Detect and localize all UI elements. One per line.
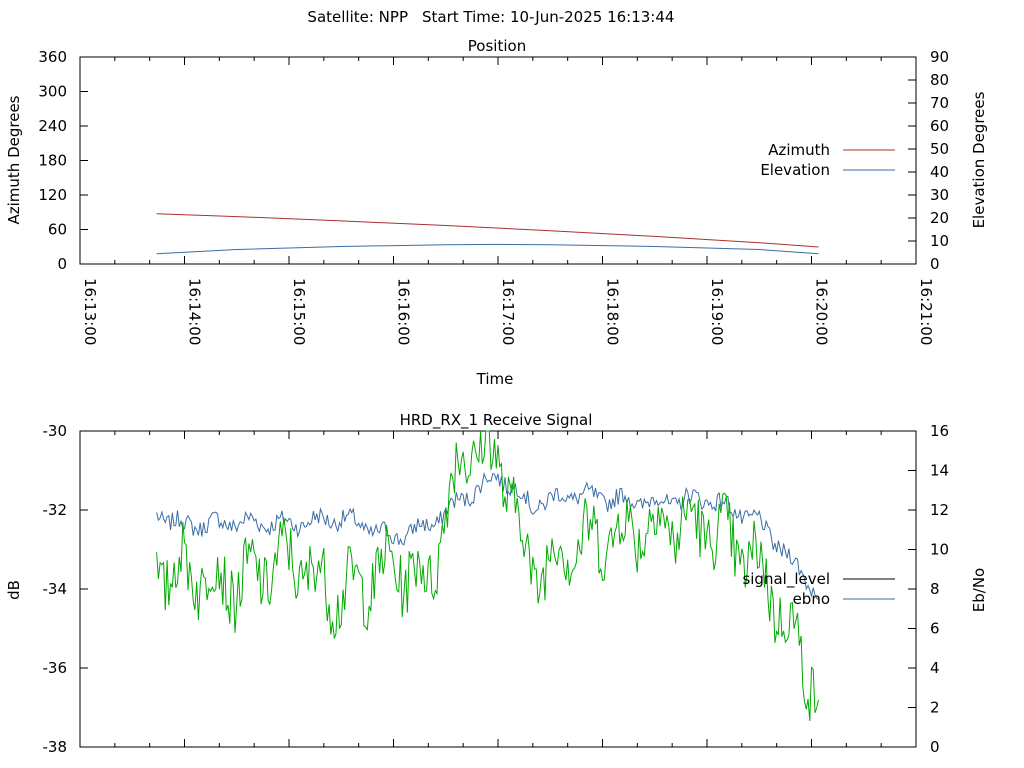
x-tick-label: 16:19:00 — [708, 278, 726, 345]
y2-tick-label: 70 — [930, 94, 949, 112]
signal-x-axis — [79, 431, 917, 747]
y2-tick-label: 90 — [930, 48, 949, 66]
y2-tick-label: 0 — [930, 255, 940, 273]
signal-level-line — [156, 430, 819, 721]
x-tick-label: 16:16:00 — [395, 278, 413, 345]
position-y2-label: Elevation Degrees — [970, 91, 988, 228]
y-tick-label: 0 — [57, 255, 67, 273]
y-tick-label: 120 — [38, 186, 67, 204]
signal-chart: HRD_RX_1 Receive Signal -30-32-34-36-38 … — [5, 411, 988, 756]
start-time-label: Start Time: 10-Jun-2025 16:13:44 — [422, 8, 674, 26]
y2-tick-label: 10 — [930, 232, 949, 250]
y2-tick-label: 80 — [930, 71, 949, 89]
y2-tick-label: 4 — [930, 659, 940, 677]
position-y-label: Azimuth Degrees — [5, 95, 23, 224]
x-tick-label: 16:14:00 — [186, 278, 204, 345]
position-chart-title: Position — [468, 37, 526, 55]
y2-tick-label: 12 — [930, 501, 949, 519]
y-tick-label: -30 — [43, 422, 68, 440]
y2-tick-label: 10 — [930, 541, 949, 559]
y2-tick-label: 14 — [930, 462, 949, 480]
position-y2-axis: 0 10 20 30 40 50 60 70 80 90 — [908, 48, 949, 273]
y-tick-label: 240 — [38, 117, 67, 135]
signal-y-axis: -30 -32 -34 -36 -38 — [43, 422, 88, 756]
x-tick-label: 16:15:00 — [290, 278, 308, 345]
legend-label: Azimuth — [768, 141, 830, 159]
y-tick-label: -34 — [43, 580, 68, 598]
legend-label: Elevation — [760, 161, 830, 179]
position-chart: Position 16:13:00 16:14:00 16:15:00 16:16:0… — [5, 37, 988, 388]
y2-tick-label: 16 — [930, 422, 949, 440]
signal-series — [156, 430, 819, 721]
position-legend: Azimuth Elevation — [760, 141, 895, 179]
ebno-line — [156, 472, 819, 600]
signal-y-label: dB — [5, 580, 23, 600]
y2-tick-label: 40 — [930, 163, 949, 181]
position-series — [156, 213, 819, 255]
x-tick-label: 16:20:00 — [813, 278, 831, 345]
x-tick-label: 16:17:00 — [499, 278, 517, 345]
x-tick-label: 16:18:00 — [604, 278, 622, 345]
signal-y2-label: Eb/No — [970, 568, 988, 612]
satellite-label: Satellite: NPP — [307, 8, 408, 26]
y-tick-label: -32 — [43, 501, 68, 519]
y2-tick-label: 50 — [930, 140, 949, 158]
position-y-axis: 0 60 120 180 240 300 360 — [38, 48, 88, 273]
azimuth-line — [156, 213, 819, 248]
y-tick-label: 60 — [48, 221, 67, 239]
y-tick-label: 180 — [38, 152, 67, 170]
signal-chart-title: HRD_RX_1 Receive Signal — [400, 411, 593, 430]
y2-tick-label: 6 — [930, 620, 940, 638]
x-tick-label: 16:13:00 — [81, 278, 99, 345]
y-tick-label: -38 — [43, 738, 68, 756]
y2-tick-label: 20 — [930, 209, 949, 227]
x-tick-label: 16:21:00 — [917, 278, 935, 345]
y2-tick-label: 60 — [930, 117, 949, 135]
y-tick-label: 360 — [38, 48, 67, 66]
elevation-line — [156, 243, 819, 255]
legend-label: ebno — [793, 590, 830, 608]
signal-plot-frame — [79, 430, 917, 748]
y2-tick-label: 8 — [930, 580, 940, 598]
position-x-label: Time — [476, 370, 514, 388]
legend-label: signal_level — [742, 570, 830, 589]
y-tick-label: 300 — [38, 83, 67, 101]
signal-y2-axis: 0 2 4 6 8 10 12 14 16 — [908, 422, 949, 756]
y2-tick-label: 2 — [930, 699, 940, 717]
y2-tick-label: 30 — [930, 186, 949, 204]
position-x-axis: 16:13:00 16:14:00 16:15:00 16:16:00 16:17:00… — [79, 57, 935, 345]
y2-tick-label: 0 — [930, 738, 940, 756]
y-tick-label: -36 — [43, 659, 68, 677]
